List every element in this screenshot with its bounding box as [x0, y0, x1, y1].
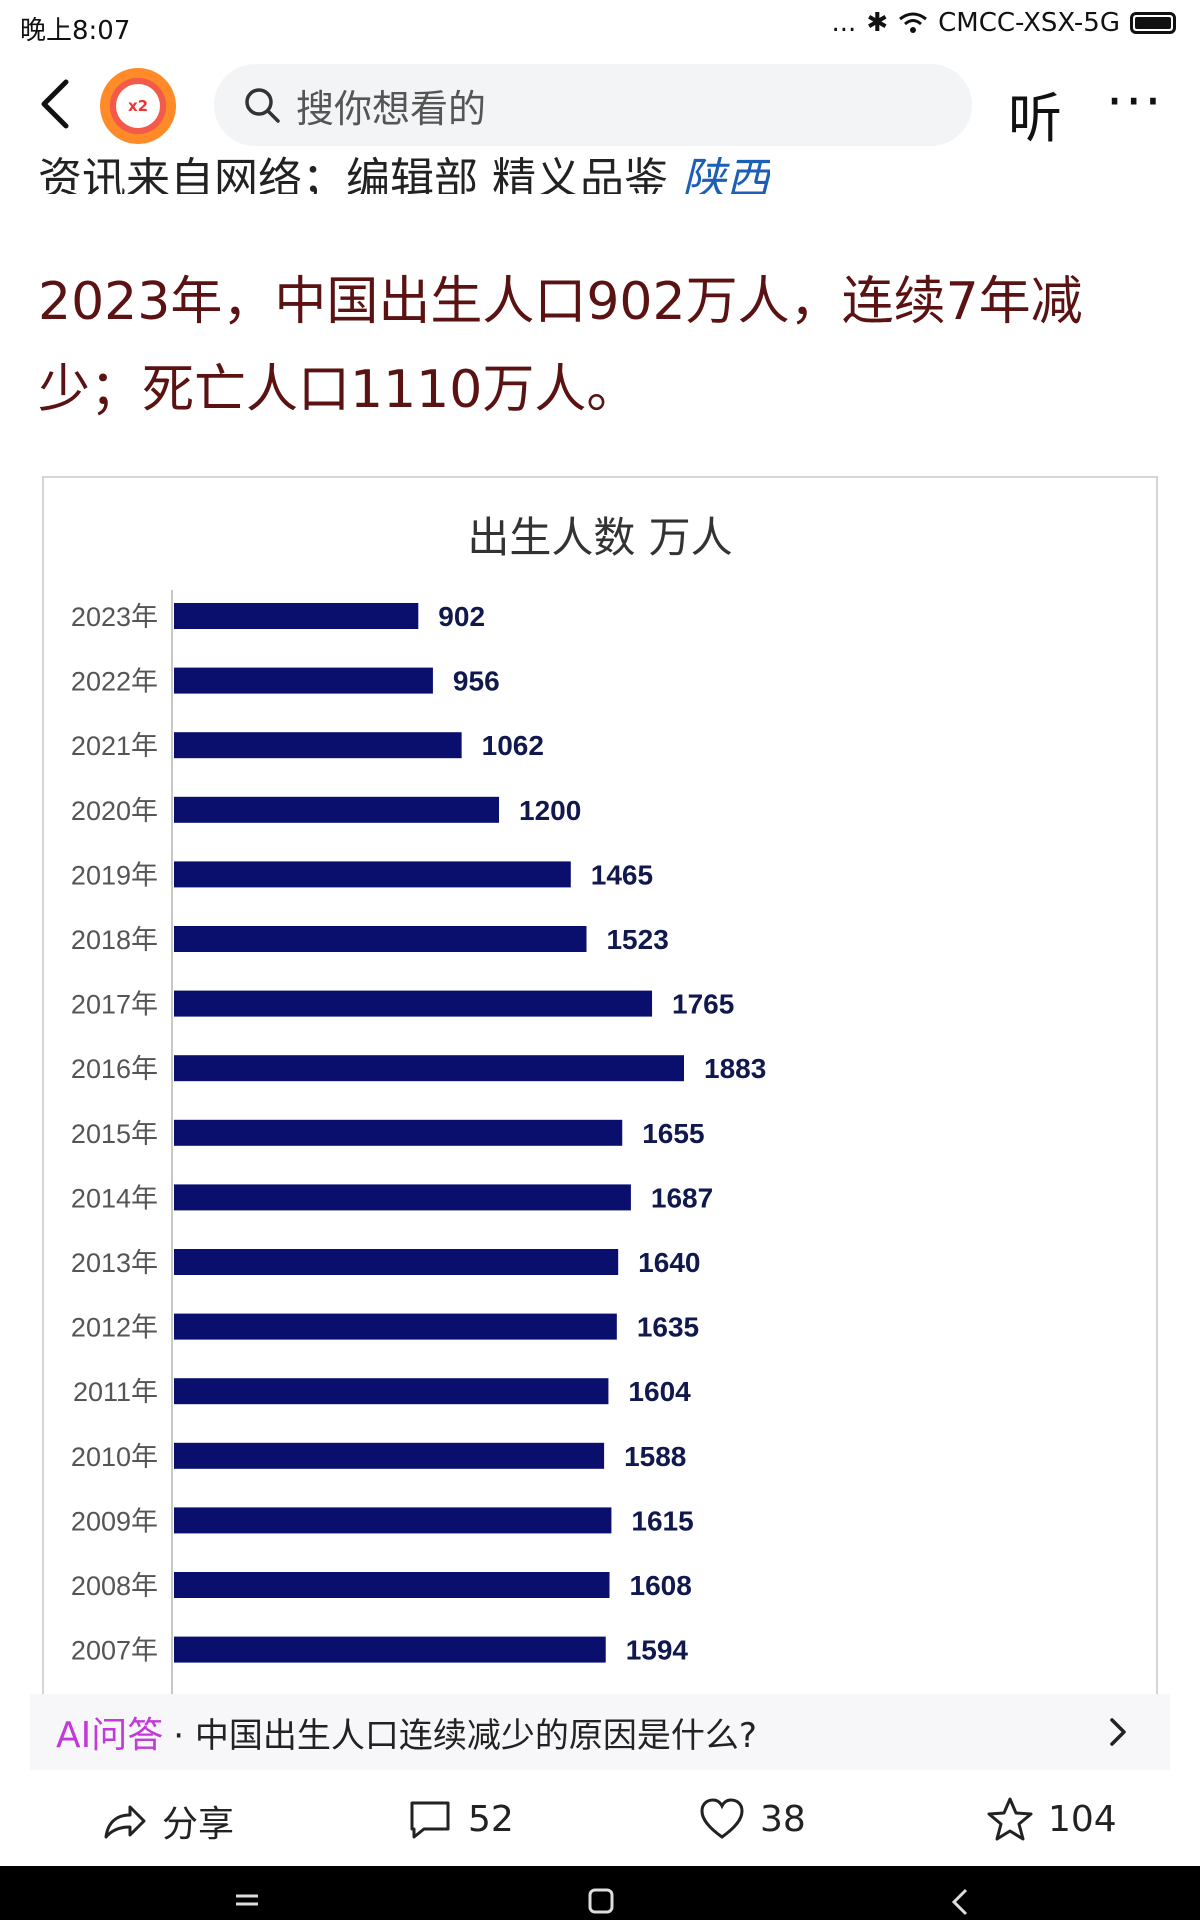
like-button[interactable]: 38 — [698, 1795, 806, 1843]
data-label: 1883 — [704, 1053, 766, 1084]
bar — [174, 1507, 612, 1534]
category-label: 2022年 — [71, 667, 158, 697]
ai-qa-label: AI问答 — [56, 1715, 164, 1756]
comments-button[interactable]: 52 — [406, 1795, 514, 1843]
category-label: 2012年 — [71, 1313, 158, 1343]
data-label: 1640 — [638, 1247, 700, 1278]
data-label: 1615 — [631, 1505, 693, 1536]
share-button[interactable]: 分享 — [100, 1795, 234, 1847]
favorite-button[interactable]: 104 — [986, 1795, 1117, 1843]
category-label: 2014年 — [71, 1183, 158, 1213]
bar — [174, 667, 433, 694]
bar — [174, 861, 571, 888]
bar — [174, 990, 653, 1017]
source-text: 资讯来自网络；编辑部 精义品鉴 — [38, 154, 668, 194]
star-icon — [987, 1797, 1033, 1841]
more-button[interactable]: ··· — [1106, 70, 1164, 133]
source-line: 资讯来自网络；编辑部 精义品鉴 陕西 — [38, 150, 770, 194]
comment-icon — [410, 1801, 450, 1839]
data-label: 1604 — [628, 1376, 691, 1407]
data-label: 956 — [453, 666, 500, 697]
bar — [174, 1119, 623, 1146]
data-label: 1588 — [624, 1441, 686, 1472]
bar — [174, 1378, 609, 1405]
bar — [174, 796, 500, 823]
status-icons: ... ✱ CMCC-XSX-5G — [832, 8, 1176, 38]
data-label: 1465 — [591, 859, 653, 890]
wifi-icon — [899, 12, 928, 33]
headline-line-2: 少；死亡人口1110万人。 — [38, 360, 639, 420]
data-label: 1655 — [642, 1118, 704, 1149]
listen-button[interactable]: 听 — [1008, 87, 1062, 150]
action-bar: 分享 52 38 104 — [0, 1775, 1200, 1865]
battery-icon — [1130, 12, 1176, 34]
bar — [174, 1184, 631, 1211]
bar — [174, 1442, 605, 1469]
top-header: x2 搜你想看的 听 ··· — [0, 52, 1200, 162]
comments-count: 52 — [468, 1798, 514, 1840]
category-label: 2013年 — [71, 1248, 158, 1278]
carrier-label: CMCC-XSX-5G — [938, 8, 1120, 38]
category-label: 2010年 — [71, 1442, 158, 1472]
share-icon — [104, 1805, 146, 1839]
article-headline: 2023年，中国出生人口902万人，连续7年减 少；死亡人口1110万人。 — [38, 258, 1158, 434]
back-icon[interactable] — [28, 74, 88, 134]
data-label: 1594 — [626, 1635, 689, 1666]
category-label: 2023年 — [71, 602, 158, 632]
share-label: 分享 — [162, 1804, 235, 1845]
data-label: 1687 — [651, 1182, 713, 1213]
chevron-right-icon — [1110, 1718, 1126, 1746]
bar — [174, 603, 419, 629]
bluetooth-icon: ✱ — [866, 8, 889, 38]
status-time: 晚上8:07 — [20, 16, 131, 46]
home-icon[interactable] — [584, 1886, 618, 1920]
category-label: 2017年 — [71, 990, 158, 1020]
headline-line-1: 2023年，中国出生人口902万人，连续7年减 — [38, 272, 1083, 332]
category-label: 2009年 — [71, 1506, 158, 1536]
category-label: 2021年 — [71, 731, 158, 761]
bar — [174, 732, 462, 759]
search-placeholder: 搜你想看的 — [296, 86, 487, 131]
search-box[interactable]: 搜你想看的 — [214, 64, 972, 146]
system-nav-bar — [0, 1866, 1200, 1920]
category-label: 2018年 — [71, 925, 158, 955]
chart-title: 出生人数 万人 — [467, 513, 733, 562]
source-link[interactable]: 陕西 — [682, 154, 770, 194]
heart-icon — [700, 1798, 744, 1839]
ai-qa-question: · 中国出生人口连续减少的原因是什么? — [173, 1715, 757, 1756]
category-label: 2015年 — [71, 1119, 158, 1149]
bar — [174, 1249, 619, 1275]
category-label: 2016年 — [71, 1054, 158, 1084]
data-label: 1200 — [519, 795, 581, 826]
category-label: 2019年 — [71, 860, 158, 890]
back-nav-icon[interactable] — [944, 1886, 978, 1920]
likes-count: 38 — [760, 1798, 806, 1840]
bar — [174, 1055, 684, 1082]
status-bar: 晚上8:07 ... ✱ CMCC-XSX-5G — [0, 0, 1200, 52]
category-label: 2011年 — [73, 1377, 158, 1407]
category-label: 2020年 — [71, 796, 158, 826]
category-label: 2007年 — [71, 1636, 158, 1666]
ai-qa-bar[interactable]: AI问答 · 中国出生人口连续减少的原因是什么? — [30, 1694, 1170, 1770]
bar — [174, 1572, 610, 1598]
data-label: 1765 — [672, 989, 734, 1020]
bar — [174, 1636, 606, 1663]
favorites-count: 104 — [1048, 1798, 1117, 1840]
data-label: 902 — [438, 601, 485, 632]
bar-chart: 2023年 902 2022年 956 2021年 1062 2020年 1200 2019年 1… — [71, 590, 766, 1696]
data-label: 1635 — [637, 1312, 699, 1343]
bar — [174, 926, 587, 952]
search-icon — [245, 88, 280, 123]
data-label: 1608 — [630, 1570, 692, 1601]
data-label: 1523 — [606, 924, 668, 955]
bar — [174, 1313, 617, 1340]
category-label: 2008年 — [71, 1571, 158, 1601]
more-dots-icon: ... — [831, 8, 857, 38]
menu-icon[interactable] — [230, 1886, 264, 1920]
chart-image[interactable]: 出生人数 万人 2023年 902 2022年 956 2021年 1062 2020年 12… — [42, 476, 1158, 1696]
logo-mark-icon: x2 — [116, 84, 160, 128]
data-label: 1062 — [482, 730, 544, 761]
channel-logo[interactable]: x2 — [100, 68, 176, 144]
